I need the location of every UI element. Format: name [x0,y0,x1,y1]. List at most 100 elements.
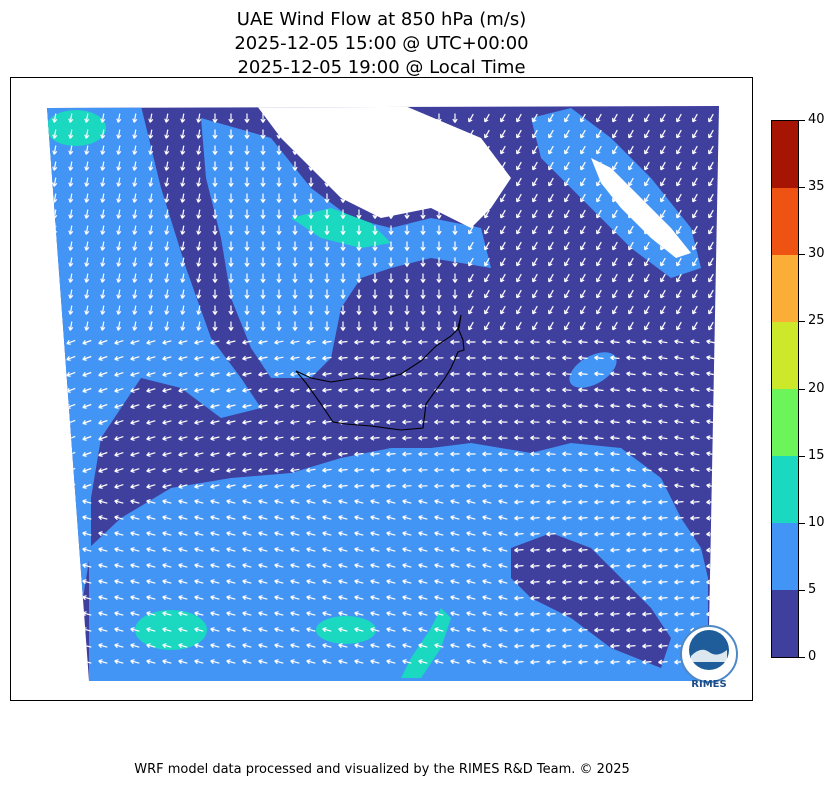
wind-arrow [180,161,186,171]
wind-arrow [612,289,618,299]
wind-arrow [354,339,364,345]
wind-arrow [532,113,538,123]
wind-arrow [676,113,682,123]
wind-arrow [642,355,652,361]
wind-arrow [242,435,252,441]
wind-arrow [258,435,268,441]
wind-arrow [130,403,140,409]
wind-arrow [146,451,156,457]
wind-arrow [612,305,618,315]
wind-arrow [484,113,490,123]
wind-arrow [178,595,188,601]
wind-arrow [260,289,266,299]
wind-arrow [564,113,570,123]
wind-arrow [386,387,396,393]
wind-arrow [340,177,346,187]
wind-arrow [66,515,76,521]
wind-arrow [514,371,524,377]
wind-arrow [114,531,124,537]
wind-arrow [578,531,588,537]
wind-arrow [660,193,666,203]
wind-arrow [274,339,284,345]
wind-arrow [324,305,330,315]
wind-arrow [386,659,396,665]
wind-arrow [324,145,330,155]
wind-arrow [562,627,572,633]
wind-arrow [612,193,618,203]
wind-arrow [514,435,524,441]
wind-arrow [514,531,524,537]
wind-arrow [580,305,586,315]
wind-arrow [482,419,492,425]
wind-arrow [82,371,92,377]
wind-arrow [402,627,412,633]
wind-arrow [258,371,268,377]
wind-arrow [642,451,652,457]
logo-wave [691,649,727,662]
wind-arrow [468,129,474,139]
wind-arrow [690,595,700,601]
wind-arrow [260,321,266,331]
wind-arrow [562,467,572,473]
wind-arrow [514,627,524,633]
wind-arrow [354,483,364,489]
wind-arrow [418,515,428,521]
wind-arrow [498,435,508,441]
wind-arrow [498,611,508,617]
wind-arrow [580,209,586,219]
wind-arrow [210,387,220,393]
wind-arrow [450,387,460,393]
wind-arrow [498,595,508,601]
colorbar-tick-label: 40 [808,112,825,127]
wind-arrow [434,403,444,409]
colorbar-tick-mark [799,589,805,591]
wind-arrow [354,435,364,441]
wind-arrow [274,579,284,585]
wind-arrow [84,145,90,155]
wind-arrow [530,643,540,649]
wind-arrow [466,371,476,377]
wind-arrow [260,257,266,267]
wind-arrow [84,321,90,331]
wind-arrow [194,563,204,569]
wind-arrow [244,129,250,139]
wind-arrow [148,113,154,123]
wind-arrow [132,305,138,315]
wind-arrow [340,161,346,171]
wind-arrow [594,339,604,345]
rimes-logo: RIMES [680,625,738,690]
wind-arrow [546,547,556,553]
wind-arrow [146,387,156,393]
wind-arrow [610,387,620,393]
wind-arrow [84,209,90,219]
wind-arrow [276,113,282,123]
wind-arrow [580,145,586,155]
wind-arrow [114,404,124,409]
wind-arrow [690,403,700,409]
wind-arrow [146,547,156,553]
wind-arrow [68,241,74,251]
wind-arrow [420,305,426,315]
wind-arrow [466,531,476,537]
wind-arrow [98,403,108,409]
wind-arrow [210,371,220,377]
wind-arrow [116,289,122,299]
colorbar-tick-label: 15 [808,447,825,463]
wind-arrow [116,241,122,251]
wind-arrow [626,371,636,377]
wind-arrow [258,547,268,553]
wind-arrow [132,161,138,171]
wind-arrow [130,643,140,649]
wind-arrow [146,531,156,537]
wind-arrow [164,241,170,251]
wind-arrow [546,451,556,457]
wind-arrow [50,371,60,377]
wind-arrow [84,113,90,123]
wind-arrow [84,161,90,171]
wind-arrow [162,563,172,569]
wind-arrow [578,371,588,377]
wind-arrow [626,419,636,425]
wind-arrow [450,483,460,489]
wind-arrow [114,484,124,489]
wind-arrow [420,193,426,203]
